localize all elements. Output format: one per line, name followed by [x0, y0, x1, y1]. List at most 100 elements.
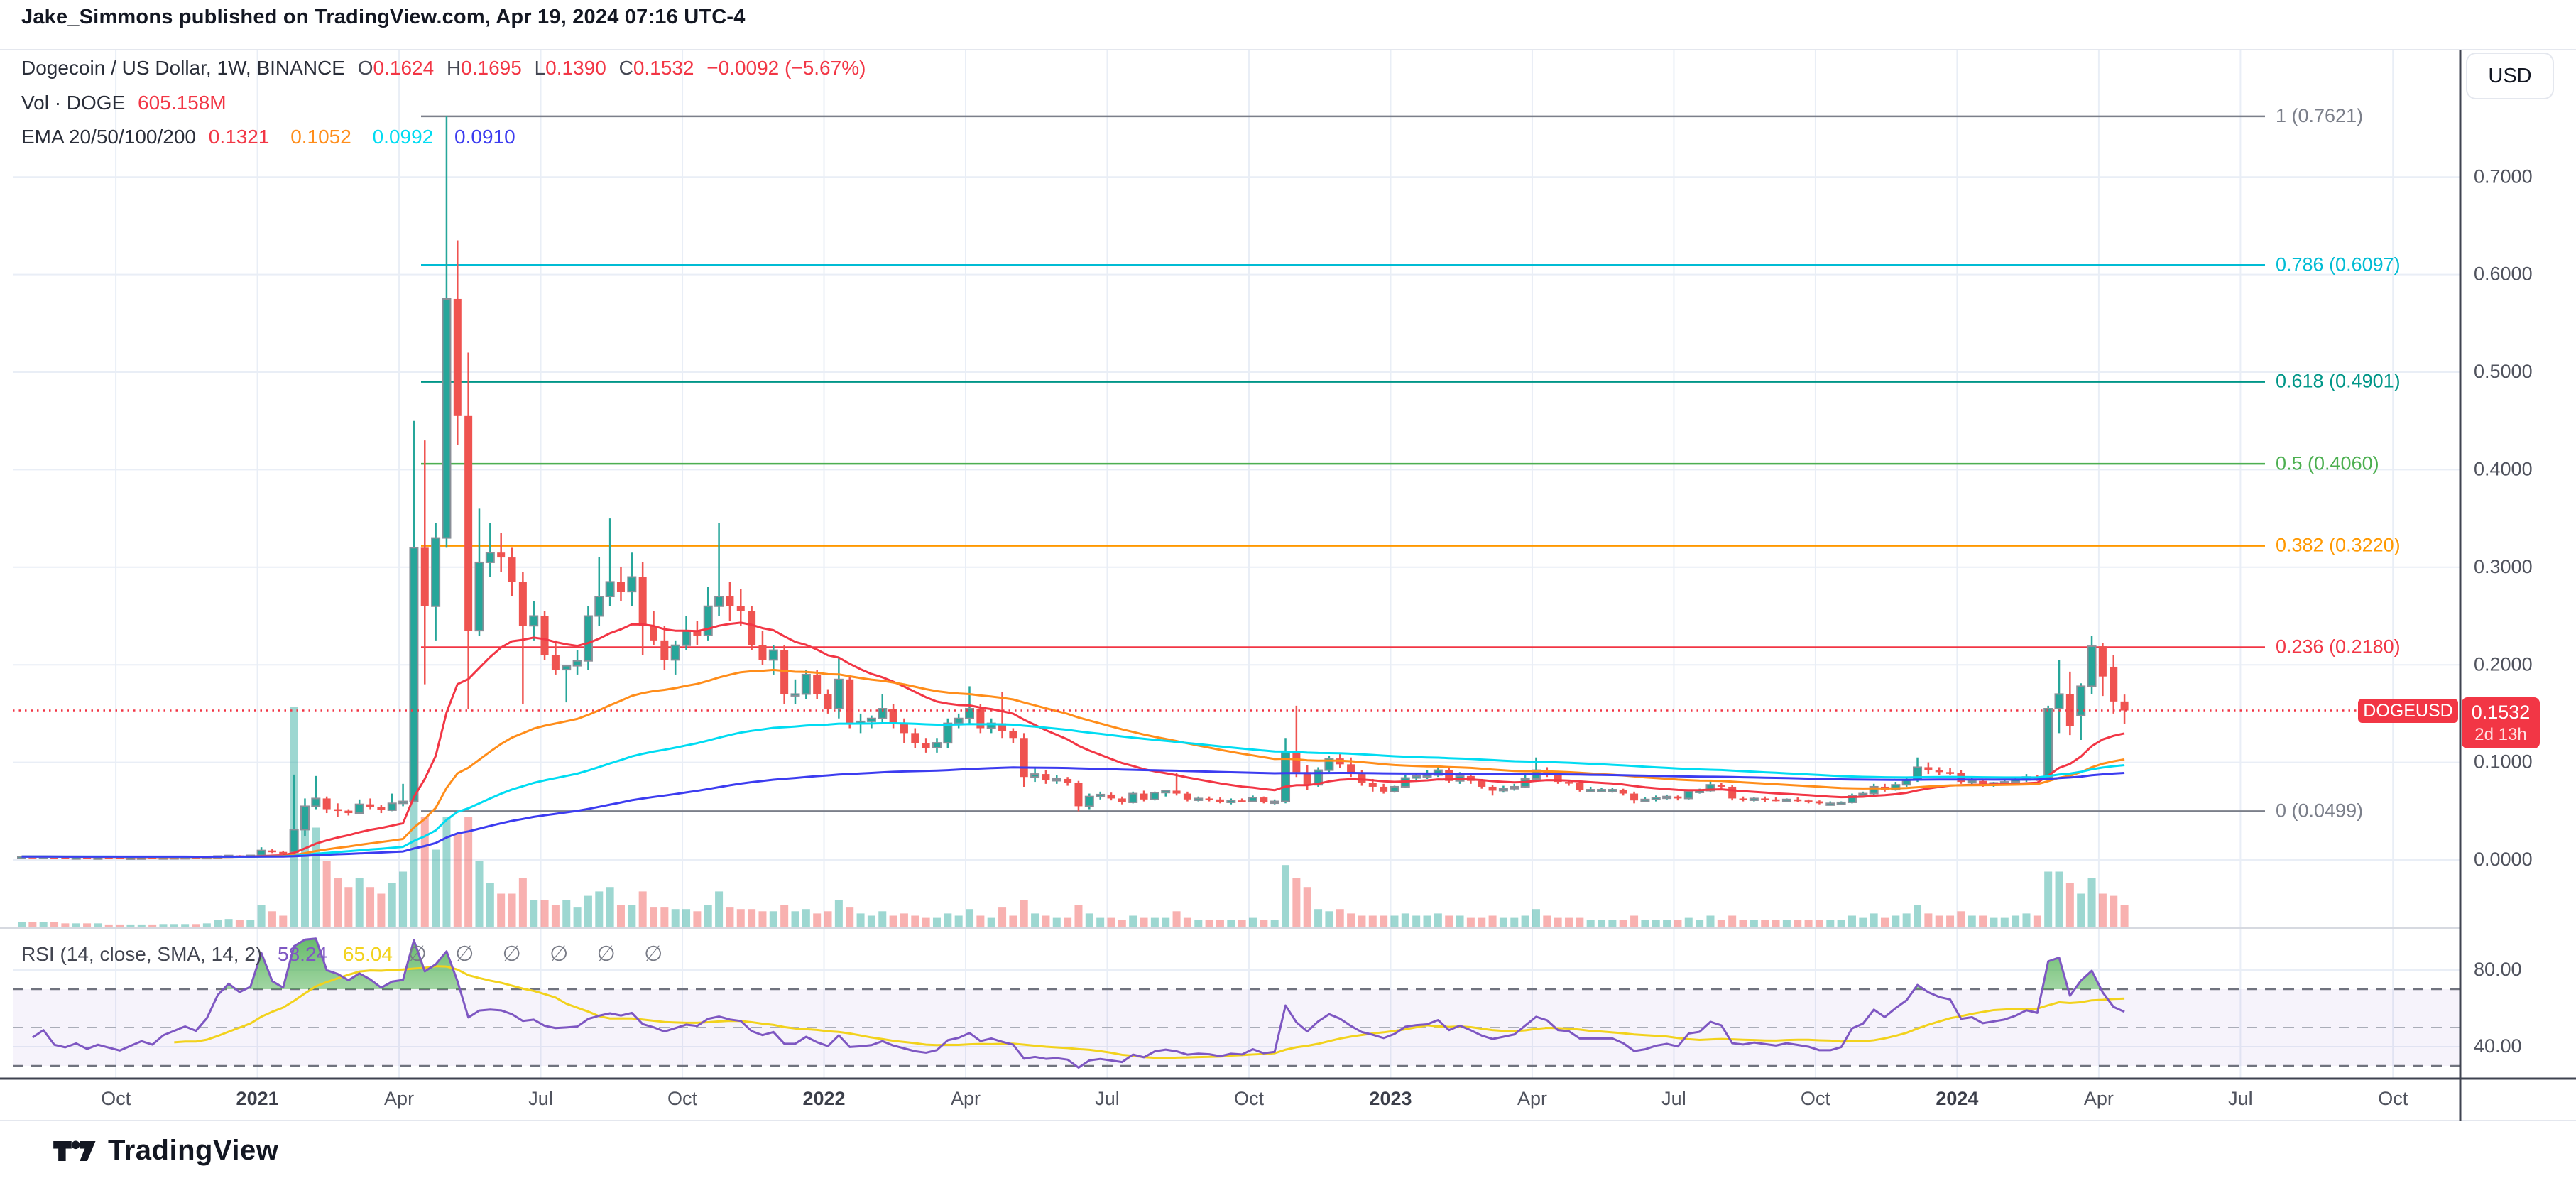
volume-bar: [1064, 917, 1072, 927]
ema-200-line: [21, 766, 2125, 858]
volume-bar: [50, 922, 59, 927]
time-tick: 2024: [1936, 1088, 1978, 1109]
volume-bar: [1488, 915, 1497, 927]
currency-toggle-button[interactable]: USD: [2466, 53, 2554, 99]
price-axis[interactable]: 0.7000 0.6000 0.5000 0.4000 0.3000 0.2000 0.10…: [2474, 165, 2533, 1057]
candle: [650, 626, 658, 641]
symbol-legend-row[interactable]: Dogecoin / US Dollar, 1W, BINANCE O0.162…: [21, 57, 873, 80]
volume-bar: [1859, 917, 1867, 927]
time-tick: Apr: [1517, 1088, 1547, 1109]
price-tick: 0.1000: [2474, 751, 2533, 773]
pane-separators: [0, 49, 2576, 1121]
volume-bar: [1260, 920, 1268, 927]
candle: [1380, 786, 1388, 792]
volume-bar: [1466, 917, 1475, 927]
candle: [954, 717, 964, 724]
ema50-value: 0.1052: [290, 126, 351, 148]
volume-bar: [1412, 915, 1421, 927]
volume-bar: [671, 909, 680, 927]
tradingview-footer[interactable]: TradingView: [53, 1135, 278, 1167]
volume-bar: [1619, 920, 1627, 927]
volume-bar: [2022, 913, 2031, 927]
volume-bar: [497, 893, 506, 927]
price-tick: 0.0000: [2474, 849, 2533, 870]
volume-bar: [1532, 909, 1540, 927]
candle: [616, 582, 625, 592]
candle: [453, 298, 462, 416]
volume-bar: [584, 895, 592, 927]
close-value: 0.1532: [633, 57, 694, 79]
open-value: 0.1624: [373, 57, 435, 79]
candle: [1554, 773, 1562, 783]
volume-bar: [1042, 915, 1050, 927]
volume-bar: [1434, 913, 1442, 927]
candle: [1194, 797, 1204, 801]
volume-legend-row[interactable]: Vol · DOGE 605.158M: [21, 92, 234, 114]
volume-bar: [900, 913, 908, 927]
volume-bar: [1085, 913, 1093, 927]
volume-bar: [1052, 917, 1061, 927]
candle: [1150, 792, 1159, 800]
candle: [1445, 770, 1453, 781]
candle: [1042, 774, 1050, 780]
volume-bar: [1652, 920, 1660, 927]
fib-retracement[interactable]: 1 (0.7621) 0.786 (0.6097) 0.618 (0.4901) 0.…: [421, 105, 2401, 822]
candle: [1107, 794, 1115, 799]
volume-bar: [595, 891, 604, 927]
ema100-value: 0.0992: [372, 126, 434, 148]
time-tick: Apr: [2084, 1088, 2114, 1109]
time-axis[interactable]: Oct 2021 Apr Jul Oct 2022 Apr Jul Oct 2023 Apr Jul O…: [101, 1088, 2408, 1109]
candle: [1096, 793, 1106, 797]
volume-bar: [846, 907, 854, 927]
ema-legend-row[interactable]: EMA 20/50/100/200 0.1321 0.1052 0.0992 0…: [21, 126, 523, 148]
volume-bar: [1423, 915, 1431, 927]
candle: [1858, 792, 1868, 797]
volume-bar: [1248, 917, 1257, 927]
high-value: 0.1695: [461, 57, 522, 79]
volume-bar: [944, 913, 952, 927]
candle: [1749, 797, 1759, 801]
candle: [116, 857, 124, 859]
candle: [780, 650, 789, 694]
volume-bar: [1946, 915, 1955, 927]
candle: [693, 631, 702, 636]
volume-bar: [1717, 920, 1725, 927]
volume-bar: [1804, 920, 1813, 927]
candle: [1358, 774, 1366, 783]
candle: [1052, 778, 1061, 782]
volume-bar: [966, 909, 974, 927]
rsi-tick: 40.00: [2474, 1035, 2522, 1057]
price-tick: 0.4000: [2474, 459, 2533, 480]
low-label: L: [534, 57, 546, 79]
volume-bar: [1401, 913, 1409, 927]
tradingview-brand-text: TradingView: [108, 1135, 279, 1166]
candle: [508, 557, 516, 582]
fib-label: 0.786 (0.6097): [2276, 254, 2401, 275]
candle: [605, 581, 615, 598]
candle: [965, 708, 975, 719]
candle: [911, 733, 919, 743]
candle: [1651, 797, 1661, 800]
volume-bar: [1325, 911, 1333, 927]
candle: [922, 743, 930, 748]
low-value: 0.1390: [545, 57, 606, 79]
candle: [61, 857, 70, 859]
candle: [1488, 786, 1497, 791]
candle: [889, 709, 897, 724]
time-tick: Oct: [2378, 1088, 2408, 1109]
volume-bar: [137, 924, 146, 927]
volume-bar: [650, 907, 658, 927]
volume-bar: [704, 905, 712, 927]
volume-bar: [1674, 920, 1682, 927]
volume-bar: [911, 915, 919, 927]
volume-bar: [998, 907, 1007, 927]
candle: [1772, 799, 1780, 802]
candle: [1794, 799, 1802, 802]
rsi-legend-row[interactable]: RSI (14, close, SMA, 14, 2) 58.24 65.04 …: [21, 942, 684, 966]
volume-bar: [224, 919, 233, 927]
time-tick: Oct: [667, 1088, 698, 1109]
volume-bar: [1772, 920, 1780, 927]
volume-bar: [1205, 920, 1213, 927]
candle: [1226, 800, 1236, 803]
